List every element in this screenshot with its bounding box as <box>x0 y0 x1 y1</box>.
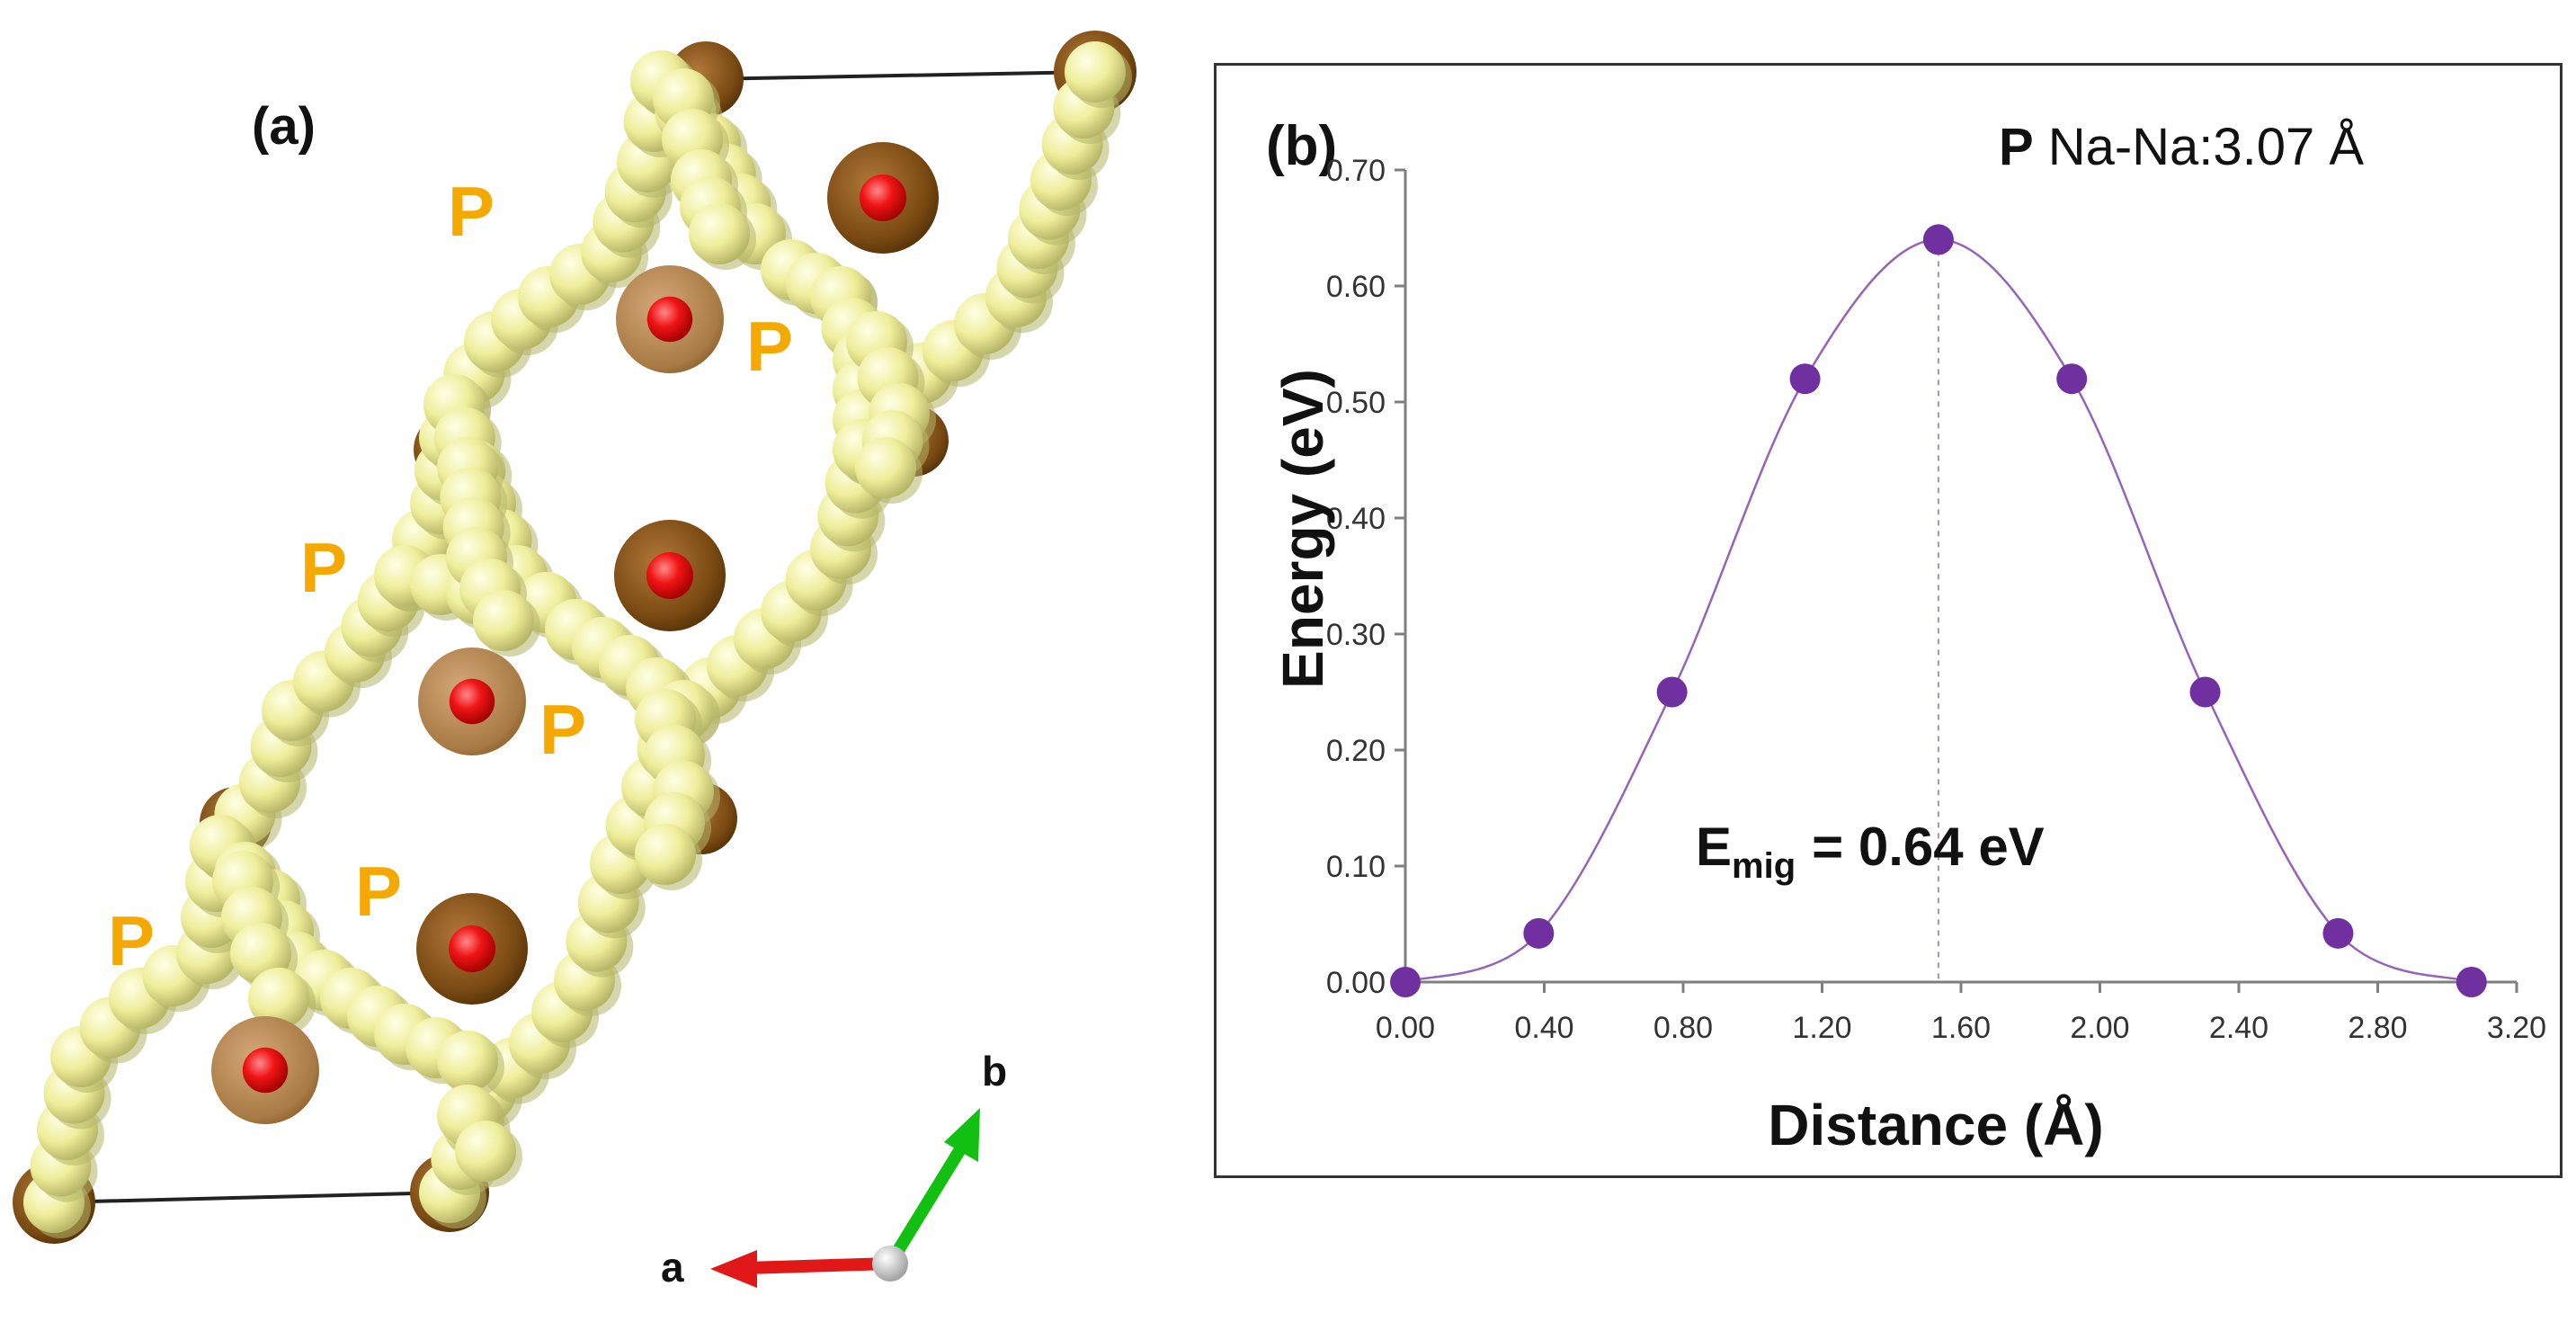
site-label-p: P <box>448 172 495 251</box>
panel-b-label: (b) <box>1266 115 1337 177</box>
a-axis-label: a <box>661 1244 684 1291</box>
y-tick-label: 0.40 <box>1326 502 1386 536</box>
p-atom <box>248 968 309 1029</box>
y-axis-label: Energy (eV) <box>1270 369 1335 689</box>
p-atom <box>1065 41 1126 103</box>
p-atom <box>855 437 916 498</box>
axis-indicator: a b <box>661 1048 1007 1291</box>
y-tick-label: 0.70 <box>1326 154 1386 188</box>
x-tick-label: 2.80 <box>2348 1011 2407 1045</box>
chart-marks <box>1390 224 2487 997</box>
na-core <box>242 1047 289 1094</box>
energy-plot-panel: (b) P Na-Na:3.07 Å 0.00 0.10 0.20 0.30 0.40 0.… <box>1214 63 2563 1178</box>
x-tick-label: 2.00 <box>2070 1011 2129 1045</box>
energy-chart: (b) P Na-Na:3.07 Å 0.000.100.200.300.400.… <box>1266 115 2546 1157</box>
panel-a-label: (a) <box>252 97 316 156</box>
y-tick-label: 0.60 <box>1326 270 1386 304</box>
a-axis-arrow <box>745 1257 891 1274</box>
chart-ticks: 0.00 0.10 0.20 0.30 0.40 0.50 0.60 0.70 0.00 0.40… <box>1326 154 2546 1045</box>
emig-annotation: Emig = 0.64 eV <box>1696 817 2045 886</box>
chart-title: P Na-Na:3.07 Å <box>1999 118 2364 176</box>
data-point <box>1922 224 1954 255</box>
data-point <box>2322 917 2354 949</box>
emig-symbol: E <box>1696 817 1732 877</box>
data-point <box>1789 363 1821 395</box>
data-point <box>1523 917 1555 949</box>
na-core <box>646 296 693 343</box>
y-tick-label: 0.00 <box>1326 966 1386 1000</box>
data-point <box>2189 676 2221 708</box>
cell-edge <box>53 1191 450 1204</box>
x-tick-label: 0.80 <box>1653 1011 1713 1045</box>
na-core <box>448 925 496 973</box>
p-atom <box>635 824 696 885</box>
x-tick-label: 3.20 <box>2487 1011 2546 1045</box>
na-core <box>859 174 907 222</box>
title-bold: P <box>1999 118 2034 176</box>
y-tick-label: 0.20 <box>1326 734 1386 768</box>
structure-panel: (a) P P P P P P a b <box>0 0 1196 1318</box>
x-tick-label: 2.40 <box>2209 1011 2268 1045</box>
data-point <box>2456 967 2487 997</box>
site-label-p: P <box>108 901 155 980</box>
na-core <box>646 551 694 600</box>
x-tick-label: 1.20 <box>1792 1011 1851 1045</box>
na-sites <box>211 142 939 1124</box>
y-tick-label: 0.10 <box>1326 850 1386 884</box>
p-atom <box>473 590 534 651</box>
data-point <box>1390 967 1421 997</box>
site-label-p: P <box>539 690 586 769</box>
site-label-p: P <box>300 528 347 607</box>
p-atom <box>689 203 750 264</box>
x-tick-label: 0.00 <box>1376 1011 1435 1045</box>
x-tick-label: 0.40 <box>1514 1011 1573 1045</box>
b-axis-arrowhead <box>944 1108 980 1162</box>
axis-origin <box>872 1246 908 1282</box>
p-atom <box>437 1031 498 1092</box>
data-point <box>2056 363 2088 395</box>
x-tick-label: 1.60 <box>1931 1011 1991 1045</box>
b-axis-arrow <box>885 1146 966 1267</box>
cell-edge <box>705 70 1093 81</box>
emig-value: = 0.64 eV <box>1812 817 2045 877</box>
na-core <box>449 678 495 725</box>
phosphorus-chains <box>23 41 1132 1238</box>
a-axis-arrowhead <box>710 1250 757 1288</box>
b-axis-label: b <box>982 1048 1007 1094</box>
y-tick-label: 0.50 <box>1326 386 1386 420</box>
emig-subscript: mig <box>1732 846 1796 886</box>
structure-image: (a) P P P P P P a b <box>13 31 1136 1291</box>
x-axis-label: Distance (Å) <box>1768 1093 2103 1157</box>
y-tick-label: 0.30 <box>1326 618 1386 652</box>
site-label-p: P <box>355 852 402 931</box>
data-point <box>1656 676 1688 708</box>
site-label-p: P <box>746 307 793 386</box>
p-atom <box>455 1121 516 1182</box>
title-text: Na-Na:3.07 Å <box>2048 118 2365 176</box>
